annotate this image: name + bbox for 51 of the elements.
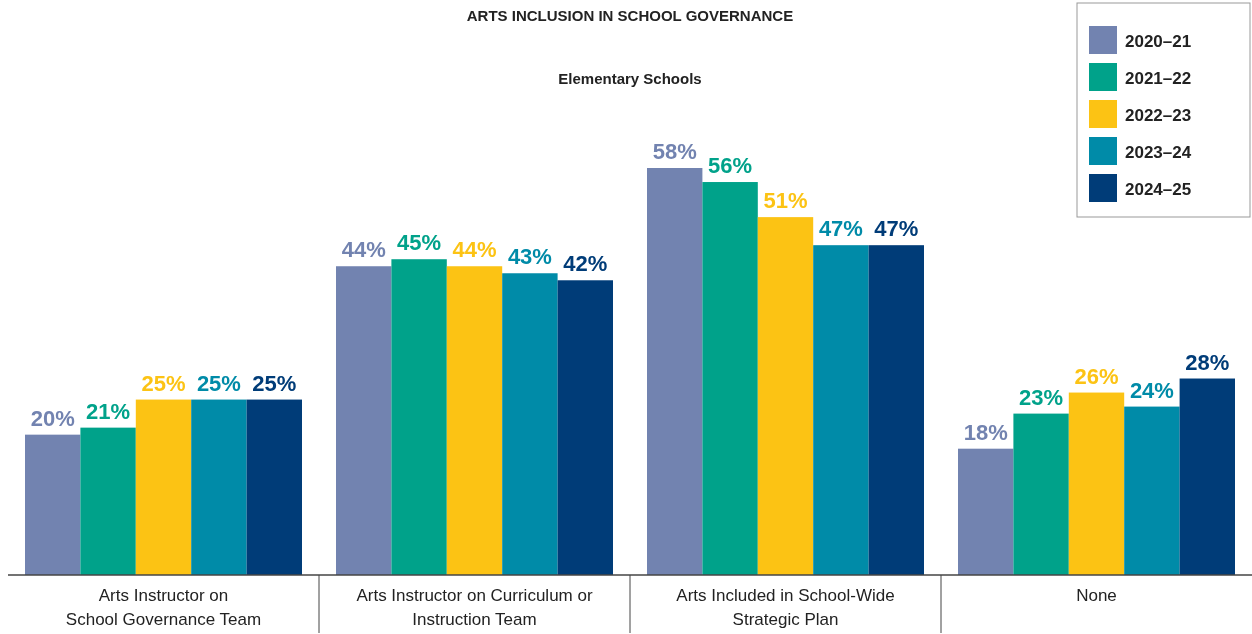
data-label: 26%	[1074, 363, 1119, 389]
data-label: 20%	[30, 405, 75, 431]
data-label: 44%	[341, 237, 386, 263]
data-label: 43%	[507, 244, 552, 270]
data-label: 25%	[141, 370, 186, 396]
bar	[191, 399, 247, 575]
bar	[336, 266, 392, 575]
data-label: 47%	[818, 216, 863, 242]
bar	[1179, 378, 1235, 575]
bar	[702, 182, 758, 575]
bar	[502, 273, 558, 575]
bar	[246, 399, 302, 575]
x-tick-label: Arts Instructor on School Governance Team	[65, 586, 262, 629]
bar	[391, 259, 447, 575]
legend-label: 2024–25	[1125, 180, 1192, 199]
bar	[757, 217, 814, 575]
data-label: 28%	[1185, 349, 1230, 375]
data-label: 18%	[963, 419, 1008, 445]
data-label: 42%	[563, 251, 608, 277]
bar	[647, 168, 703, 575]
bar	[446, 266, 503, 575]
chart-subtitle: Elementary Schools	[558, 70, 702, 87]
bar	[1124, 406, 1180, 575]
legend-label: 2020–21	[1125, 32, 1192, 51]
bar	[1068, 392, 1125, 575]
bar	[25, 434, 81, 575]
data-label: 44%	[452, 237, 497, 263]
data-label: 24%	[1129, 377, 1174, 403]
legend-label: 2021–22	[1125, 69, 1192, 88]
x-tick-label: Arts Included in School-Wide Strategic Plan	[676, 586, 895, 629]
data-label: 23%	[1019, 384, 1064, 410]
legend-label: 2022–23	[1125, 106, 1192, 125]
bar	[557, 280, 613, 575]
bar	[135, 399, 192, 575]
data-label: 56%	[708, 153, 753, 179]
bar	[868, 245, 924, 575]
x-tick-label: None	[1076, 586, 1117, 605]
x-tick-label: Arts Instructor on Curriculum or Instruction Team	[356, 586, 593, 629]
bar	[1013, 413, 1069, 575]
data-label: 45%	[397, 230, 442, 256]
data-label: 25%	[196, 370, 241, 396]
bar	[80, 427, 136, 575]
data-label: 51%	[763, 188, 808, 214]
data-label: 47%	[874, 216, 919, 242]
bar	[958, 448, 1014, 575]
data-label: 58%	[652, 139, 697, 164]
legend-label: 2023–24	[1125, 143, 1192, 162]
chart-title: ARTS INCLUSION IN SCHOOL GOVERNANCE	[466, 7, 794, 24]
bar	[813, 245, 869, 575]
data-label: 25%	[252, 370, 297, 396]
data-label: 21%	[86, 398, 131, 424]
